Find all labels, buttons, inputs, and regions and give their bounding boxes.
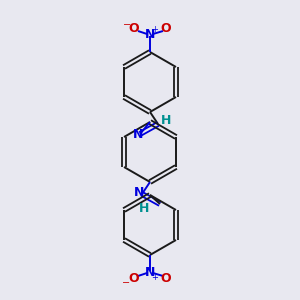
Text: O: O — [129, 22, 139, 35]
Text: −: − — [122, 278, 130, 288]
Text: N: N — [133, 128, 143, 140]
Text: N: N — [145, 266, 155, 278]
Text: O: O — [161, 272, 171, 284]
Text: O: O — [129, 272, 139, 284]
Text: O: O — [161, 22, 171, 35]
Text: +: + — [152, 274, 158, 283]
Text: N: N — [145, 28, 155, 41]
Text: H: H — [161, 115, 171, 128]
Text: +: + — [152, 26, 158, 34]
Text: N: N — [134, 187, 144, 200]
Text: −: − — [123, 20, 131, 30]
Text: H: H — [139, 202, 149, 215]
